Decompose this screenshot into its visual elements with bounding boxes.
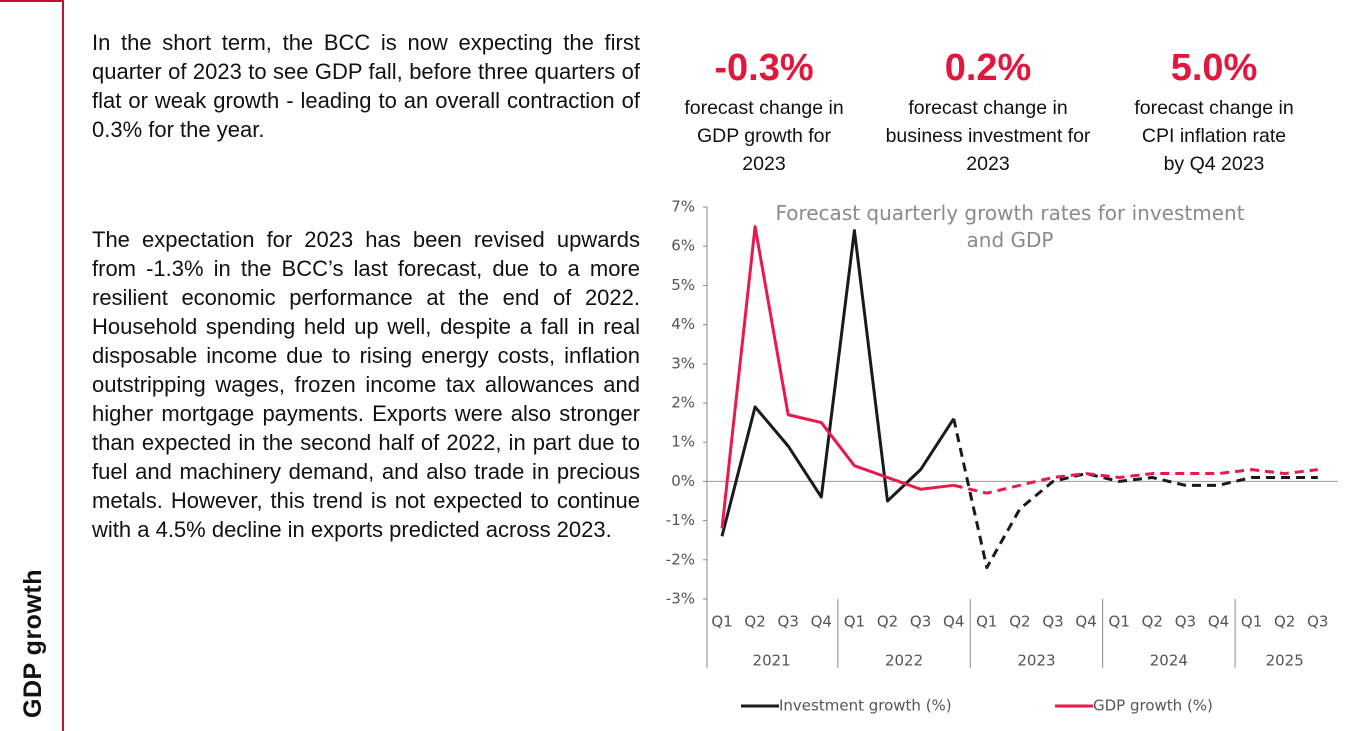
x-group-label: 2022 [885, 652, 923, 670]
paragraph: The expectation for 2023 has been revise… [92, 227, 640, 542]
x-tick-label: Q2 [1009, 613, 1030, 631]
x-tick-label: Q4 [1208, 613, 1229, 631]
x-tick-label: Q3 [1042, 613, 1063, 631]
stat-value: 5.0% [1170, 47, 1258, 89]
x-tick-label: Q2 [744, 613, 765, 631]
x-tick-label: Q3 [1307, 613, 1328, 631]
x-group-label: 2023 [1017, 652, 1055, 670]
chart-title: Forecast quarterly growth rates for inve… [775, 201, 1245, 252]
stat-caption: forecast change in CPI inflation rate by… [1134, 97, 1294, 175]
forecast-line [953, 468, 1318, 495]
x-tick-label: Q1 [1109, 613, 1130, 631]
forecast-line [952, 418, 1318, 570]
x-tick-label: Q4 [943, 613, 964, 631]
x-tick-label: Q2 [1274, 613, 1295, 631]
y-tick-label: -3% [666, 590, 695, 608]
x-tick-label: Q4 [1075, 613, 1096, 631]
stat-caption: forecast change in GDP growth for 2023 [684, 97, 844, 175]
x-tick-label: Q3 [778, 613, 799, 631]
series-line [720, 225, 954, 529]
x-tick-label: Q1 [711, 613, 732, 631]
y-tick-label: -1% [666, 511, 695, 529]
legend-label: Investment growth (%) [779, 697, 952, 715]
x-group-label: 2024 [1150, 652, 1188, 670]
y-tick-label: 2% [671, 394, 695, 412]
x-tick-label: Q2 [877, 613, 898, 631]
stat-value: 0.2% [944, 47, 1032, 89]
y-tick-label: 7% [671, 198, 695, 216]
paragraph: In the short term, the BCC is now expect… [92, 30, 640, 142]
x-tick-label: Q1 [1241, 613, 1262, 631]
y-tick-label: -2% [666, 550, 695, 568]
y-tick-label: 1% [671, 433, 695, 451]
x-tick-label: Q3 [1175, 613, 1196, 631]
stat: -0.3% forecast change in GDP growth for … [654, 46, 874, 178]
x-tick-label: Q4 [811, 613, 832, 631]
x-group-label: 2025 [1266, 652, 1304, 670]
stat-value: -0.3% [714, 47, 814, 89]
x-tick-label: Q2 [1142, 613, 1163, 631]
sidebar: GDP growth [0, 0, 64, 731]
y-tick-label: 0% [671, 472, 695, 490]
y-tick-label: 4% [671, 315, 695, 333]
stat: 5.0% forecast change in CPI inflation ra… [1104, 46, 1324, 178]
legend-label: GDP growth (%) [1093, 697, 1213, 715]
x-tick-label: Q3 [910, 613, 931, 631]
stat-caption: forecast change in business investment f… [885, 97, 1091, 175]
x-tick-label: Q1 [976, 613, 997, 631]
y-tick-label: 5% [671, 276, 695, 294]
x-group-label: 2021 [753, 652, 791, 670]
x-tick-label: Q1 [844, 613, 865, 631]
stat: 0.2% forecast change in business investm… [878, 46, 1098, 178]
series-line [720, 229, 955, 537]
y-tick-label: 3% [671, 354, 695, 372]
y-tick-label: 6% [671, 237, 695, 255]
